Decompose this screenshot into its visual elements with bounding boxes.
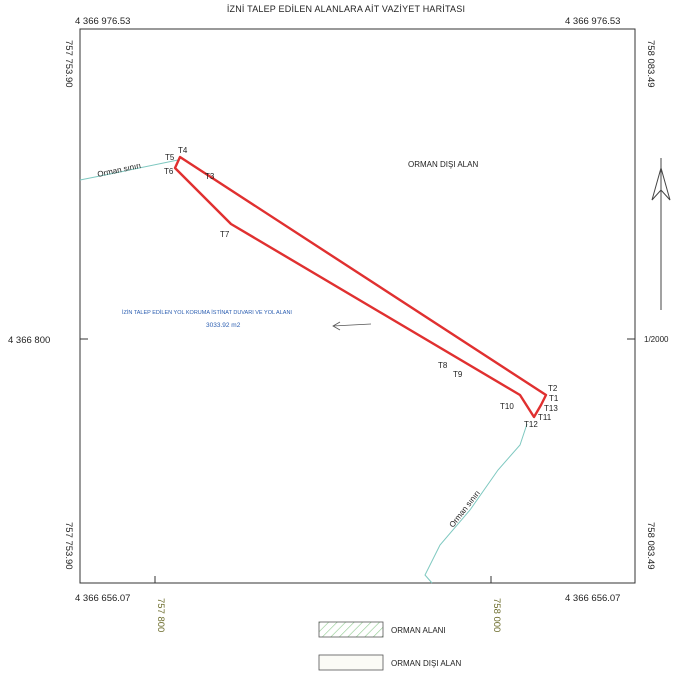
- coord-bottom-left: 4 366 656.07: [75, 593, 130, 604]
- legend-non-forest-label: ORMAN DIŞI ALAN: [391, 659, 461, 668]
- point-label-t6: T6: [164, 167, 174, 176]
- permit-parcel-outline: [173, 155, 548, 419]
- scale-label: 1/2000: [644, 335, 669, 344]
- point-label-t9: T9: [453, 370, 463, 379]
- coord-right-bottom: 758 083.49: [645, 522, 656, 570]
- forest-boundary-line-1: [79, 159, 179, 181]
- point-label-t7: T7: [220, 230, 230, 239]
- legend-non-forest-swatch: [318, 654, 384, 671]
- point-label-t5: T5: [165, 153, 175, 162]
- coord-right-top: 758 083.49: [645, 40, 656, 88]
- permit-area-size: 3033.92 m2: [206, 322, 241, 329]
- coord-left-top: 757 753.90: [63, 40, 74, 88]
- forest-boundary-label-2: Orman sınırı: [447, 489, 481, 530]
- north-arrow-icon: [651, 158, 671, 310]
- coord-mid-left: 4 366 800: [8, 335, 50, 346]
- coord-bottom-tick-2: 758 000: [491, 598, 502, 632]
- coord-bottom-tick-1: 757 800: [155, 598, 166, 632]
- point-label-t4: T4: [178, 146, 188, 155]
- outside-forest-label: ORMAN DIŞI ALAN: [408, 160, 478, 169]
- legend-forest-swatch: [318, 621, 384, 638]
- point-label-t11: T11: [538, 413, 552, 422]
- leader-arrow-icon: [332, 321, 372, 331]
- point-label-t3: T3: [205, 172, 215, 181]
- forest-boundary-label-1: Orman sınırı: [97, 161, 142, 179]
- point-label-t13: T13: [544, 404, 558, 413]
- point-label-t12: T12: [524, 420, 538, 429]
- forest-boundary-line-2: [424, 423, 528, 584]
- map-title: İZNİ TALEP EDİLEN ALANLARA AİT VAZİYET H…: [227, 4, 465, 14]
- point-label-t2: T2: [548, 384, 558, 393]
- coord-top-right: 4 366 976.53: [565, 16, 620, 27]
- coord-top-left: 4 366 976.53: [75, 16, 130, 27]
- map-frame: [79, 28, 636, 584]
- coord-bottom-right: 4 366 656.07: [565, 593, 620, 604]
- point-label-t10: T10: [500, 402, 514, 411]
- point-label-t1: T1: [549, 394, 559, 403]
- legend-forest-label: ORMAN ALANI: [391, 626, 446, 635]
- point-label-t8: T8: [438, 361, 448, 370]
- coord-left-bottom: 757 753.90: [63, 522, 74, 570]
- permit-area-label: İZİN TALEP EDİLEN YOL KORUMA İSTİNAT DUV…: [122, 309, 292, 316]
